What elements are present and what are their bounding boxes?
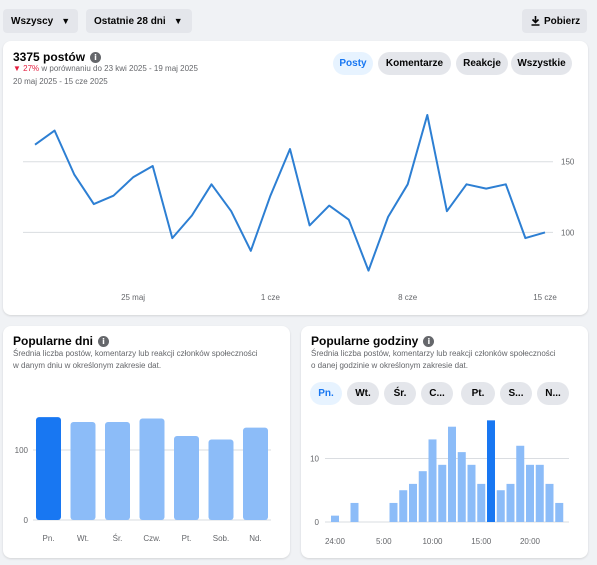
posts-count: 3375 postów [13, 50, 86, 64]
x-tick-label: Pt. [182, 534, 192, 543]
hour-bar [467, 464, 476, 522]
download-icon [531, 16, 540, 26]
comparison-text: ▼ 27% w porównaniu do 23 kwi 2025 - 19 m… [13, 63, 198, 75]
day-chip-sat[interactable]: S... [500, 382, 532, 405]
x-tick-label: Wt. [77, 534, 89, 543]
hour-bar [418, 471, 427, 522]
day-bar [243, 427, 268, 520]
date-range-label: Ostatnie 28 dni [94, 15, 166, 27]
hour-bar [487, 420, 495, 522]
chevron-down-icon: ▼ [61, 16, 71, 26]
hour-bar [428, 439, 437, 522]
tab-reactions[interactable]: Reakcje [456, 52, 508, 75]
comparison-label: w porównaniu do 23 kwi 2025 - 19 maj 202… [41, 64, 198, 73]
x-tick-label: 8 cze [398, 293, 418, 302]
x-tick-label: Pn. [42, 534, 54, 543]
x-tick-label: 1 cze [261, 293, 281, 302]
chevron-down-icon: ▼ [173, 16, 183, 26]
hour-bar [399, 490, 408, 522]
popular-hours-bar-chart: 0 10 24:00 5:00 10:00 15:00 20:00 [310, 420, 569, 546]
day-bar [208, 439, 234, 520]
info-icon[interactable]: i [98, 335, 110, 347]
day-bar [70, 422, 96, 520]
info-icon[interactable]: i [423, 335, 435, 347]
popular-hours-card: Popularne godziny i Średnia liczba postó… [301, 326, 588, 558]
x-tick-label: Nd. [249, 534, 261, 543]
x-tick-label: 25 maj [121, 293, 145, 302]
hour-bar [516, 445, 525, 522]
download-button[interactable]: Pobierz [522, 9, 587, 33]
hour-bar [331, 515, 339, 522]
y-tick-label: 0 [24, 516, 29, 525]
day-bar [36, 417, 61, 520]
x-tick-label: 24:00 [325, 537, 346, 546]
tab-comments[interactable]: Komentarze [378, 52, 451, 75]
popular-hours-subtitle-2: o danej godzinie w określonym zakresie d… [311, 361, 468, 370]
hour-bar [457, 452, 466, 522]
day-bar [139, 418, 165, 520]
popular-days-label: Popularne dni [13, 334, 94, 348]
download-label: Pobierz [544, 15, 581, 27]
y-tick-label: 10 [310, 454, 319, 463]
popular-hours-title: Popularne godziny i [311, 334, 435, 348]
x-tick-label: 20:00 [520, 537, 541, 546]
info-icon[interactable]: i [90, 51, 102, 63]
posts-line-chart: 100 150 25 maj 1 cze 8 cze 15 cze [23, 114, 575, 302]
hour-bar [496, 490, 505, 522]
hour-bar [350, 502, 359, 522]
day-bar [105, 422, 130, 520]
hour-bar [448, 426, 456, 522]
popular-hours-subtitle-1: Średnia liczba postów, komentarzy lub re… [311, 349, 556, 358]
date-range-dropdown[interactable]: Ostatnie 28 dni ▼ [86, 9, 192, 33]
day-bar [174, 436, 199, 520]
x-tick-label: 10:00 [422, 537, 443, 546]
popular-days-title: Popularne dni i [13, 334, 110, 348]
x-tick-label: 15 cze [533, 293, 557, 302]
day-chip-thu[interactable]: C... [421, 382, 453, 405]
hour-bar [545, 483, 554, 522]
audience-label: Wszyscy [11, 15, 54, 27]
popular-days-bar-chart: 0 100 Pn. Wt. Śr. Czw. Pt. Sob. Nd. [15, 417, 271, 543]
y-tick-label: 100 [561, 228, 575, 237]
hour-bar [526, 464, 534, 522]
hour-bar [409, 483, 417, 522]
day-chip-tue[interactable]: Wt. [347, 382, 379, 405]
tab-all[interactable]: Wszystkie [511, 52, 572, 75]
down-arrow-icon: ▼ [13, 64, 21, 73]
x-tick-label: 5:00 [376, 537, 392, 546]
hour-bar [555, 502, 564, 522]
date-range-text: 20 maj 2025 - 15 cze 2025 [13, 77, 108, 86]
audience-dropdown[interactable]: Wszyscy ▼ [3, 9, 78, 33]
day-chip-wed[interactable]: Śr. [384, 382, 416, 405]
popular-hours-label: Popularne godziny [311, 334, 419, 348]
posts-overview-card: 3375 postów i ▼ 27% w porównaniu do 23 k… [3, 41, 588, 315]
posts-title: 3375 postów i [13, 50, 102, 64]
hour-bar [389, 502, 398, 522]
x-tick-label: Czw. [143, 534, 160, 543]
day-chip-fri[interactable]: Pt. [461, 382, 495, 405]
hour-bar [535, 464, 544, 522]
x-tick-label: 15:00 [471, 537, 492, 546]
popular-days-subtitle-2: w danym dniu w określonym zakresie dat. [13, 361, 162, 370]
y-tick-label: 150 [561, 158, 575, 167]
hour-bar [438, 464, 447, 522]
change-percent: 27% [23, 64, 40, 73]
popular-days-subtitle-1: Średnia liczba postów, komentarzy lub re… [13, 349, 258, 358]
tab-posts[interactable]: Posty [333, 52, 373, 75]
x-tick-label: Sob. [213, 534, 229, 543]
posts-series-line [34, 114, 546, 272]
x-tick-label: Śr. [113, 534, 123, 543]
y-tick-label: 100 [15, 446, 29, 455]
y-tick-label: 0 [315, 518, 320, 527]
popular-days-card: Popularne dni i Średnia liczba postów, k… [3, 326, 290, 558]
day-chip-mon[interactable]: Pn. [310, 382, 342, 405]
hour-bar [506, 483, 515, 522]
day-chip-sun[interactable]: N... [537, 382, 569, 405]
hour-bar [477, 483, 486, 522]
